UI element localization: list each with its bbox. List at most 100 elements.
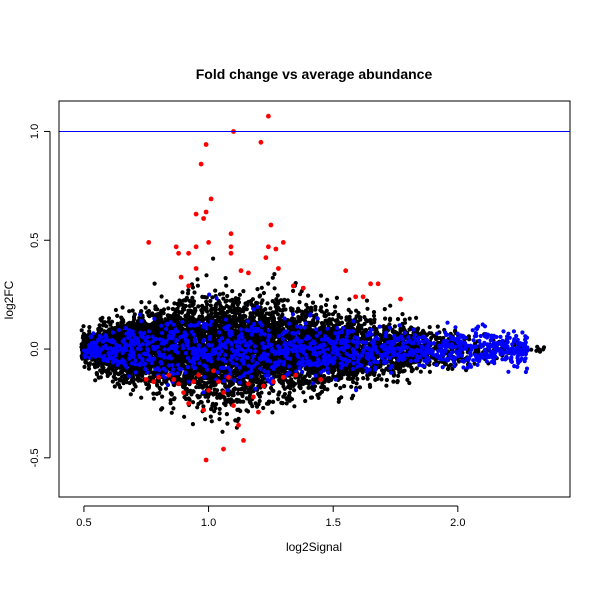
point-black: [336, 399, 341, 404]
point-black: [254, 300, 259, 305]
point-black: [361, 376, 366, 381]
point-black: [164, 299, 169, 304]
point-black: [261, 290, 266, 296]
point-black: [220, 429, 225, 434]
point-black: [190, 400, 196, 405]
point-black: [395, 317, 401, 322]
point-black: [365, 376, 370, 381]
point-black: [79, 328, 84, 333]
point-black: [318, 293, 324, 298]
point-black: [258, 379, 263, 384]
point-black: [177, 310, 182, 315]
point-black: [384, 383, 389, 388]
point-black: [410, 367, 415, 372]
point-black: [237, 292, 242, 297]
point-black: [306, 293, 311, 298]
point-black: [319, 385, 324, 390]
point-black: [427, 325, 432, 330]
point-black: [333, 309, 338, 314]
point-black: [330, 370, 335, 375]
point-black: [209, 407, 214, 412]
point-black: [351, 379, 356, 385]
point-black: [169, 410, 174, 415]
point-black: [182, 395, 187, 400]
point-black: [208, 303, 213, 308]
point-black: [208, 414, 213, 419]
point-black: [375, 376, 380, 381]
point-black: [87, 329, 92, 334]
point-black: [100, 364, 105, 369]
point-black: [280, 381, 286, 386]
point-black: [281, 303, 286, 308]
point-black: [195, 277, 200, 282]
point-black: [253, 311, 259, 316]
point-black: [298, 292, 303, 297]
point-black: [203, 417, 208, 422]
point-black: [382, 307, 387, 312]
point-black: [172, 396, 177, 401]
point-black: [209, 419, 214, 424]
point-black: [467, 337, 472, 342]
point-black: [119, 315, 124, 320]
point-black: [139, 370, 144, 375]
point-black: [396, 373, 401, 378]
point-black: [285, 298, 290, 303]
point-black: [204, 295, 209, 300]
point-black: [331, 374, 336, 379]
point-black: [147, 300, 152, 305]
point-black: [298, 373, 303, 378]
point-black: [106, 316, 112, 321]
point-black: [127, 309, 132, 314]
point-black: [96, 375, 101, 380]
point-black: [101, 321, 106, 326]
point-black: [235, 391, 240, 396]
point-black: [251, 383, 256, 388]
point-black: [443, 361, 448, 366]
point-black: [108, 322, 113, 327]
point-black: [135, 377, 140, 382]
point-black: [263, 307, 268, 312]
point-black: [159, 294, 164, 299]
point-black: [349, 396, 354, 401]
point-black: [268, 306, 273, 311]
points-layer: [79, 113, 547, 463]
point-black: [371, 310, 377, 315]
point-black: [257, 398, 262, 404]
point-black: [151, 396, 156, 401]
point-black: [362, 321, 367, 326]
point-black: [280, 308, 285, 313]
point-black: [139, 300, 144, 305]
point-black: [131, 387, 136, 393]
point-black: [81, 324, 86, 329]
point-black: [245, 409, 251, 414]
point-black: [223, 276, 228, 281]
point-black: [82, 364, 87, 369]
point-black: [206, 399, 211, 404]
point-black: [377, 373, 382, 378]
point-black: [402, 317, 407, 322]
point-black: [320, 381, 325, 386]
point-black: [395, 379, 400, 384]
point-black: [118, 385, 123, 390]
point-black: [163, 386, 169, 391]
point-black: [221, 296, 226, 301]
point-black: [259, 300, 264, 306]
point-black: [244, 396, 249, 401]
point-black: [143, 305, 148, 310]
point-black: [259, 285, 264, 290]
point-black: [356, 310, 361, 316]
point-black: [222, 395, 227, 400]
point-black: [392, 324, 397, 329]
point-black: [325, 297, 330, 302]
point-black: [208, 298, 213, 304]
point-black: [211, 391, 216, 396]
point-black: [224, 283, 229, 288]
point-black: [334, 295, 339, 300]
point-black: [182, 307, 187, 312]
point-black: [87, 325, 92, 330]
point-black: [371, 313, 377, 318]
point-black: [188, 343, 194, 348]
point-black: [197, 314, 202, 319]
point-black: [188, 299, 193, 304]
